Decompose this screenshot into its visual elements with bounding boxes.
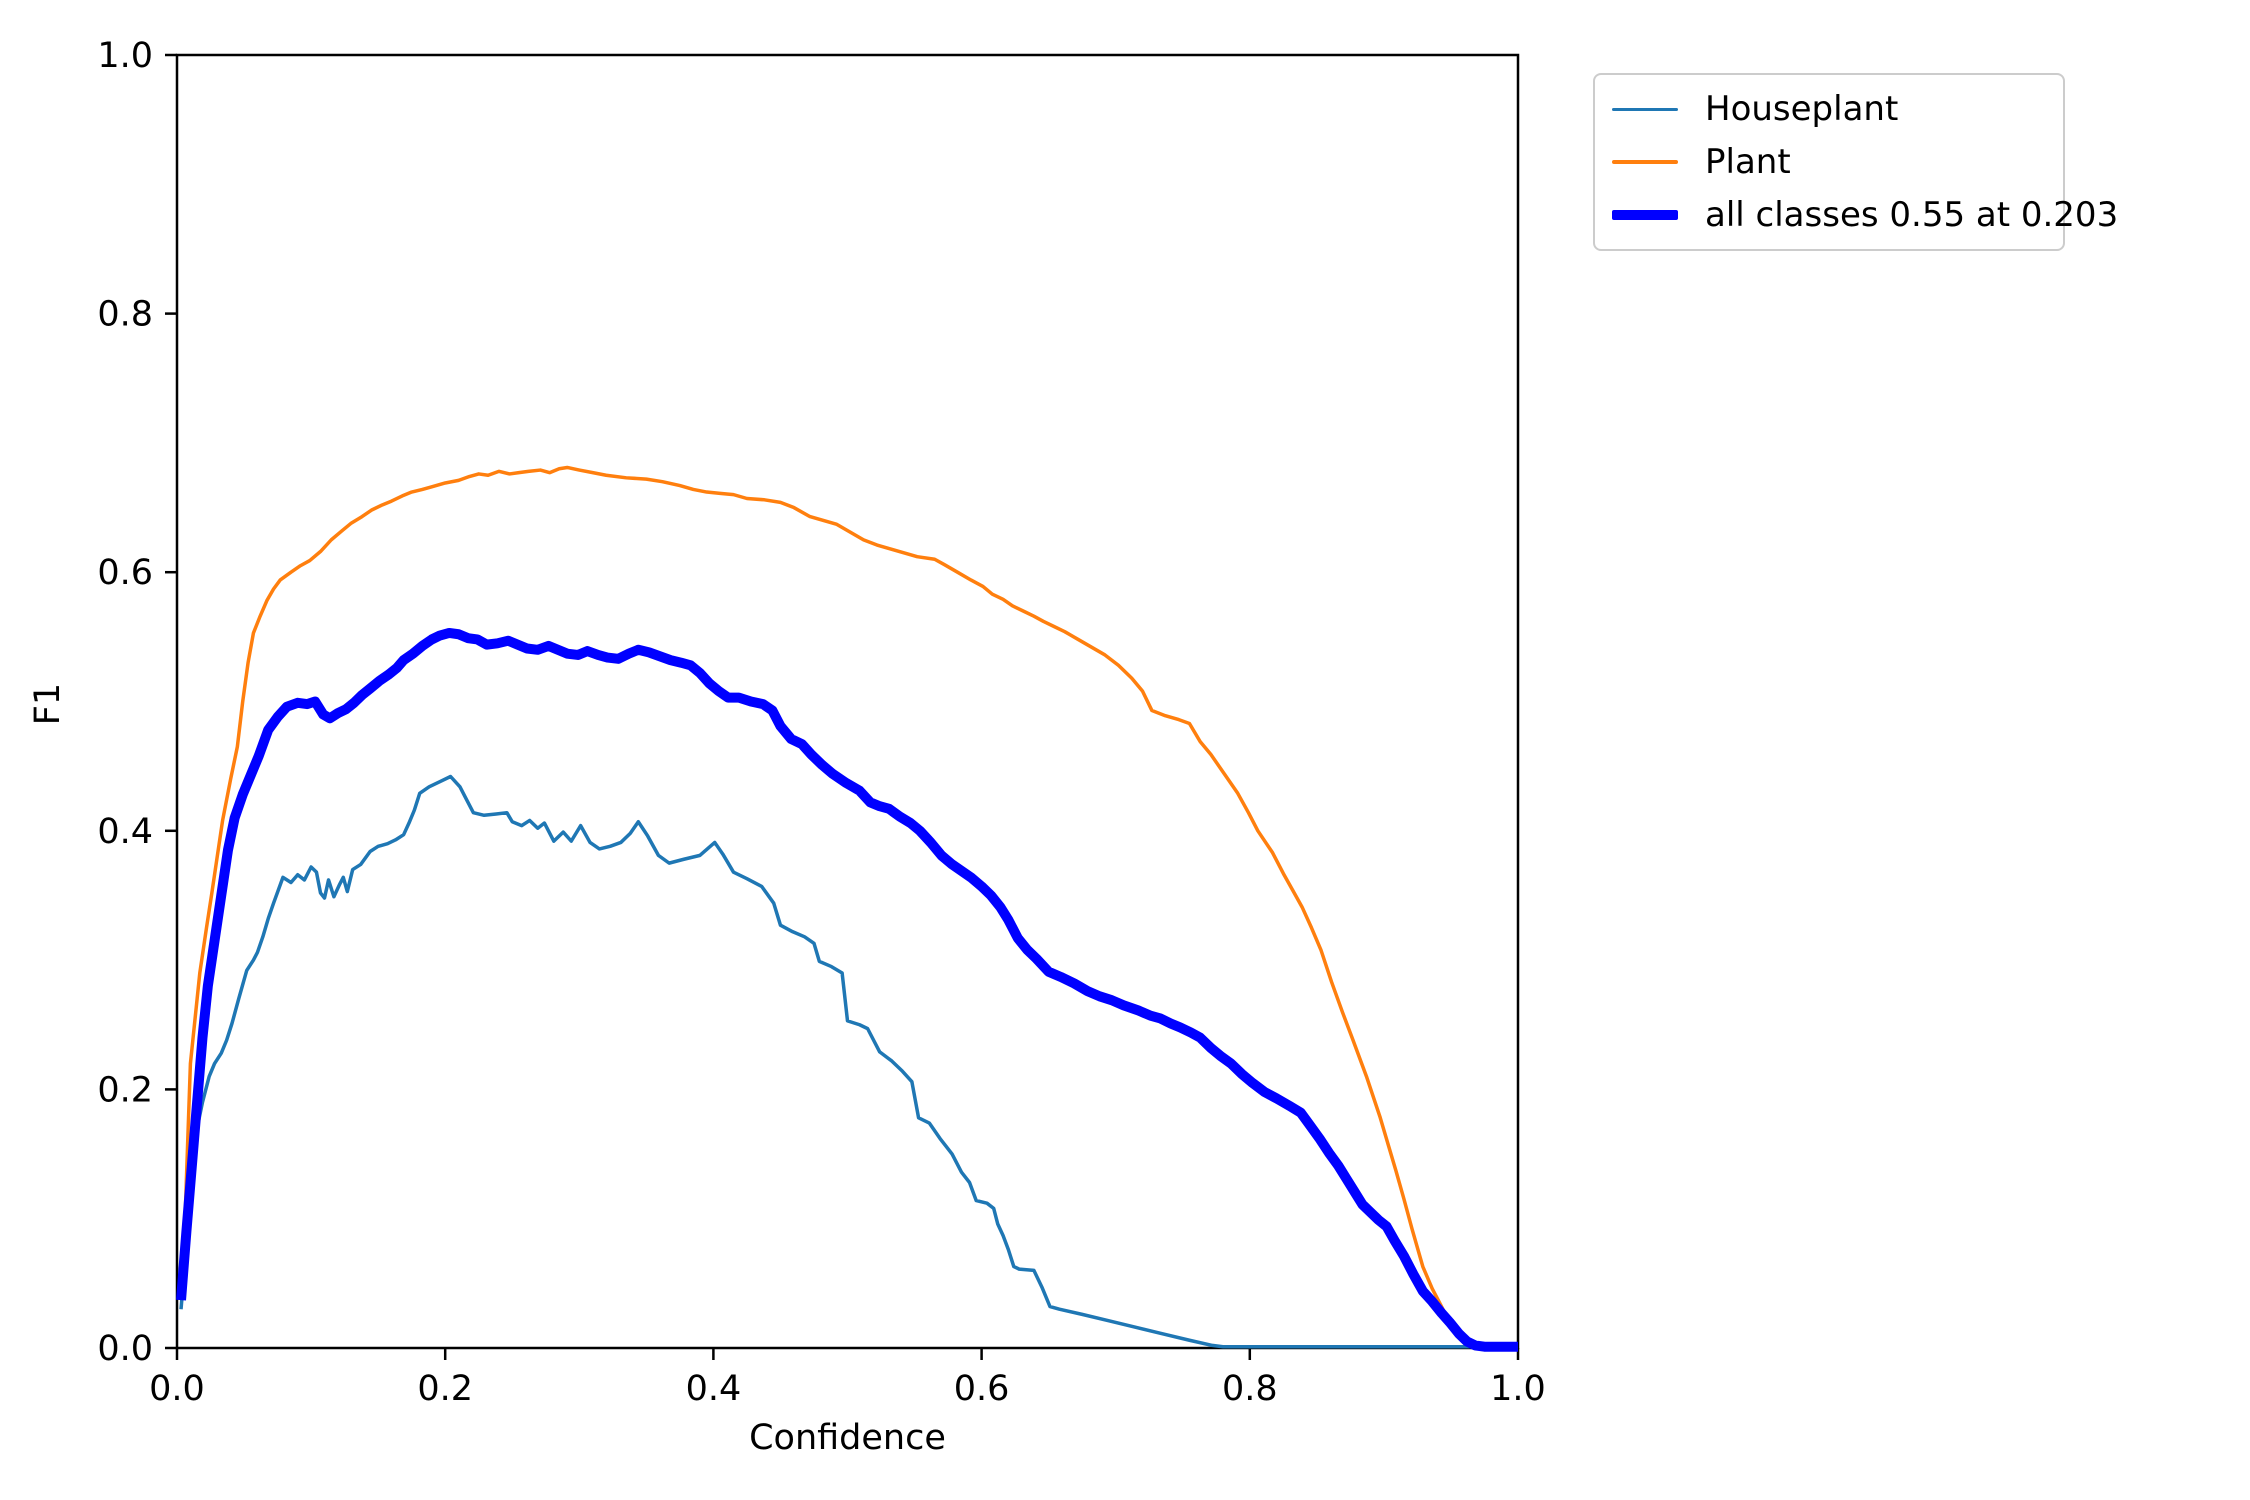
x-tick-label: 0.4 [686,1369,742,1409]
x-axis-label: Confidence [749,1418,946,1458]
y-tick-label: 0.0 [97,1329,153,1369]
y-tick-label: 0.4 [97,812,153,852]
series-line-all-classes [176,627,1518,1352]
legend-item-plant: Plant [1595,136,2063,189]
legend-label-all-classes: all classes 0.55 at 0.203 [1705,194,2119,235]
y-axis-label: F1 [28,682,68,726]
y-tick-label: 1.0 [97,36,153,76]
legend-item-houseplant: Houseplant [1595,83,2063,136]
houseplant-line-swatch [1612,107,1678,112]
x-tick-label: 1.0 [1490,1369,1546,1409]
series-line-houseplant [179,774,1518,1349]
series-line-plant [179,465,1518,1350]
axes-spines [175,53,1520,1350]
plant-line-swatch [1612,160,1678,164]
x-tick-label: 0.2 [417,1369,473,1409]
x-tick-label: 0.8 [1222,1369,1278,1409]
x-tick-label: 0.0 [149,1369,205,1409]
legend-label-houseplant: Houseplant [1705,89,1899,130]
y-tick-label: 0.8 [97,295,153,335]
y-tick-label: 0.2 [97,1070,153,1110]
x-tick-label: 0.6 [954,1369,1010,1409]
legend-item-all-classes: all classes 0.55 at 0.203 [1595,188,2118,241]
all-classes-line-swatch [1612,209,1678,220]
y-tick-label: 0.6 [97,553,153,593]
legend-label-plant: Plant [1705,142,1791,182]
legend-box: Houseplant Plant all classes 0.55 at 0.2… [1593,73,2118,251]
